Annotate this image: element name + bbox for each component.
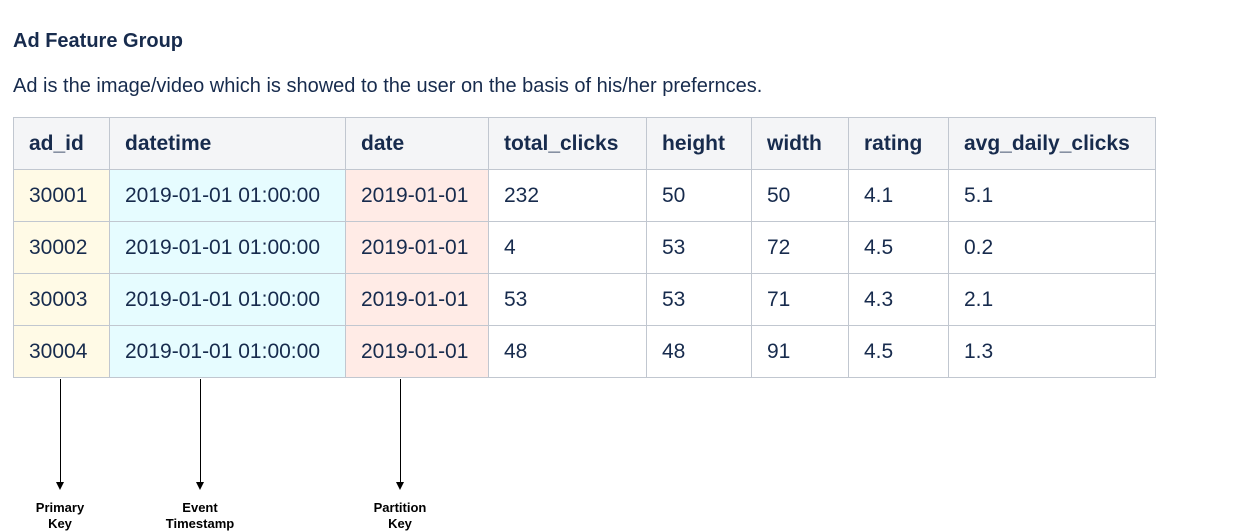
cell-date: 2019-01-01: [345, 221, 489, 274]
cell-datetime: 2019-01-01 01:00:00: [109, 169, 346, 222]
cell-avg-daily-clicks: 0.2: [948, 221, 1156, 274]
cell-date: 2019-01-01: [345, 169, 489, 222]
cell-width: 71: [751, 273, 849, 326]
primary-key-label: Primary Key: [35, 500, 85, 531]
cell-height: 48: [646, 325, 752, 378]
page-title: Ad Feature Group: [13, 30, 184, 52]
cell-date: 2019-01-01: [345, 325, 489, 378]
cell-datetime: 2019-01-01 01:00:00: [109, 273, 346, 326]
table-row: 30001 2019-01-01 01:00:00 2019-01-01 232…: [13, 169, 1156, 222]
cell-datetime: 2019-01-01 01:00:00: [109, 221, 346, 274]
cell-width: 91: [751, 325, 849, 378]
table-row: 30002 2019-01-01 01:00:00 2019-01-01 4 5…: [13, 221, 1156, 274]
description: Ad is the image/video which is showed to…: [13, 75, 763, 97]
table-row: 30004 2019-01-01 01:00:00 2019-01-01 48 …: [13, 325, 1156, 378]
cell-ad-id: 30003: [13, 273, 110, 326]
table-row: 30003 2019-01-01 01:00:00 2019-01-01 53 …: [13, 273, 1156, 326]
cell-height: 53: [646, 273, 752, 326]
column-header-height: height: [646, 117, 752, 170]
column-header-rating: rating: [848, 117, 949, 170]
cell-rating: 4.1: [848, 169, 949, 222]
table-header-row: ad_id datetime date total_clicks height …: [13, 117, 1156, 170]
cell-avg-daily-clicks: 2.1: [948, 273, 1156, 326]
cell-avg-daily-clicks: 1.3: [948, 325, 1156, 378]
cell-total-clicks: 48: [488, 325, 647, 378]
cell-ad-id: 30002: [13, 221, 110, 274]
cell-datetime: 2019-01-01 01:00:00: [109, 325, 346, 378]
column-header-avg-daily-clicks: avg_daily_clicks: [948, 117, 1156, 170]
cell-ad-id: 30001: [13, 169, 110, 222]
ad-feature-table: ad_id datetime date total_clicks height …: [13, 117, 1156, 378]
column-header-width: width: [751, 117, 849, 170]
cell-total-clicks: 232: [488, 169, 647, 222]
column-header-datetime: datetime: [109, 117, 346, 170]
column-header-total-clicks: total_clicks: [488, 117, 647, 170]
cell-date: 2019-01-01: [345, 273, 489, 326]
cell-width: 50: [751, 169, 849, 222]
event-timestamp-arrow: [196, 379, 204, 490]
cell-height: 50: [646, 169, 752, 222]
column-header-ad-id: ad_id: [13, 117, 110, 170]
cell-rating: 4.5: [848, 221, 949, 274]
cell-total-clicks: 53: [488, 273, 647, 326]
cell-width: 72: [751, 221, 849, 274]
column-header-date: date: [345, 117, 489, 170]
cell-rating: 4.5: [848, 325, 949, 378]
partition-key-label: Partition Key: [373, 500, 427, 531]
partition-key-arrow: [396, 379, 404, 490]
cell-avg-daily-clicks: 5.1: [948, 169, 1156, 222]
cell-ad-id: 30004: [13, 325, 110, 378]
event-timestamp-label: Event Timestamp: [165, 500, 235, 531]
cell-height: 53: [646, 221, 752, 274]
primary-key-arrow: [56, 379, 64, 490]
cell-rating: 4.3: [848, 273, 949, 326]
cell-total-clicks: 4: [488, 221, 647, 274]
